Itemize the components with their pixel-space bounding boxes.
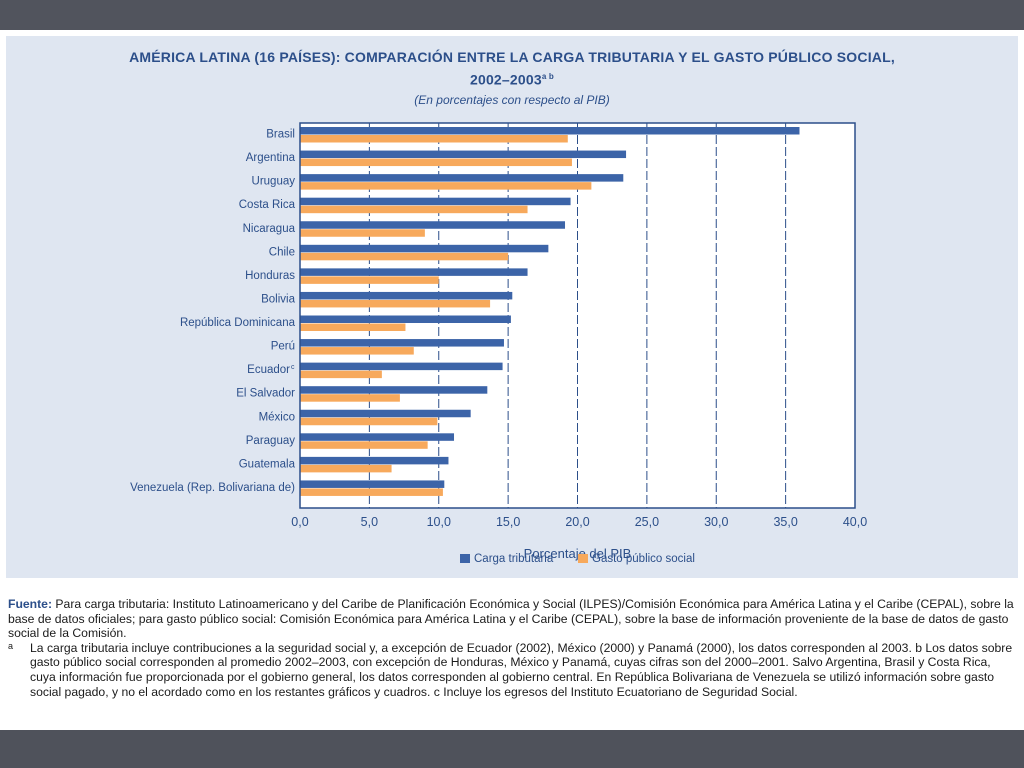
category-label: Nicaragua <box>243 223 296 235</box>
bar-chart: Brasil Argentina Uruguay Costa Rica Nicaragu… <box>130 122 867 565</box>
x-tick-label: 20,0 <box>565 515 589 529</box>
bar-gasto <box>300 347 414 355</box>
footnote-mark: a <box>8 640 14 651</box>
bar-gasto <box>300 276 439 284</box>
x-tick-label: 15,0 <box>496 515 520 529</box>
source-notes: Fuente: Para carga tributaria: Instituto… <box>8 597 1016 699</box>
bar-gasto <box>300 488 443 496</box>
bar-gasto <box>300 205 528 214</box>
category-label: Perú <box>271 341 295 353</box>
chart-title-line2: 2002–2003a b <box>6 67 1018 90</box>
legend-label: Gasto público social <box>592 553 695 565</box>
x-tick-label: 0,0 <box>291 515 308 529</box>
chart-title-years: 2002–2003 <box>469 71 542 88</box>
chart-title-sup: a b <box>541 72 555 81</box>
legend-label: Carga tributaria <box>474 553 554 565</box>
footnote-text: La carga tributaria incluye contribucion… <box>30 640 1013 699</box>
bar-carga <box>300 339 504 347</box>
source-paragraph: Fuente: Para carga tributaria: Instituto… <box>8 597 1016 641</box>
bar-gasto <box>300 370 382 379</box>
bar-carga <box>300 362 503 371</box>
category-label: Uruguay <box>252 176 296 188</box>
legend-swatch <box>578 554 588 563</box>
bar-gasto <box>300 417 438 426</box>
bar-gasto <box>300 323 406 331</box>
x-tick-label: 30,0 <box>704 515 728 529</box>
category-sup: c <box>291 364 295 371</box>
bar-carga <box>300 386 488 394</box>
category-label: Costa Rica <box>239 199 296 211</box>
bar-carga <box>300 480 445 488</box>
bar-carga <box>300 409 471 418</box>
chart-title-line1: AMÉRICA LATINA (16 PAÍSES): COMPARACIÓN … <box>129 49 895 65</box>
category-label: Guatemala <box>239 458 296 470</box>
category-label: México <box>259 411 295 423</box>
slide: AMÉRICA LATINA (16 PAÍSES): COMPARACIÓN … <box>0 30 1024 730</box>
x-tick-label: 35,0 <box>773 515 797 529</box>
bar-gasto <box>300 441 428 449</box>
chart-title: AMÉRICA LATINA (16 PAÍSES): COMPARACIÓN … <box>6 48 1018 90</box>
bar-carga <box>300 268 528 276</box>
x-tick-label: 10,0 <box>427 515 451 529</box>
bar-carga <box>300 150 627 159</box>
category-label: Paraguay <box>246 435 295 447</box>
category-label: El Salvador <box>236 388 295 400</box>
bar-gasto <box>300 135 568 143</box>
bar-gasto <box>300 299 491 308</box>
bar-carga <box>300 221 566 229</box>
category-label: Brasil <box>266 129 295 141</box>
category-label: República Dominicana <box>180 317 296 329</box>
bar-gasto <box>300 229 425 237</box>
bar-carga <box>300 127 800 135</box>
bar-carga <box>300 244 549 253</box>
x-tick-label: 25,0 <box>635 515 659 529</box>
top-band <box>0 0 1024 30</box>
bar-gasto <box>300 394 400 402</box>
source-text: Para carga tributaria: Instituto Latinoa… <box>8 597 1014 641</box>
plot-frame <box>299 122 856 509</box>
category-label: Chile <box>269 246 295 258</box>
chart-subtitle: (En porcentajes con respecto al PIB) <box>414 93 610 107</box>
legend-swatch <box>460 554 470 563</box>
bar-gasto <box>300 158 572 167</box>
bar-gasto <box>300 252 509 261</box>
bar-gasto <box>300 464 392 473</box>
bottom-band <box>0 730 1024 768</box>
bar-carga <box>300 291 513 300</box>
chart-figure: AMÉRICA LATINA (16 PAÍSES): COMPARACIÓN … <box>6 36 1018 578</box>
x-tick-label: 40,0 <box>843 515 867 529</box>
bar-carga <box>300 456 449 465</box>
x-axis-label: Porcentaje del PIB <box>524 546 632 561</box>
bar-carga <box>300 174 624 182</box>
category-label: Venezuela (Rep. Bolivariana de) <box>130 482 295 494</box>
source-label: Fuente: <box>8 597 53 611</box>
bar-gasto <box>300 182 592 190</box>
category-label: Bolivia <box>261 293 295 305</box>
bar-carga <box>300 433 455 441</box>
bar-carga <box>300 315 511 323</box>
footnote-paragraph: a La carga tributaria incluye contribucio… <box>8 641 1016 699</box>
category-label: Honduras <box>245 270 295 282</box>
category-label: Ecuador <box>247 364 290 376</box>
category-label: Argentina <box>246 152 296 164</box>
x-tick-label: 5,0 <box>361 515 378 529</box>
bar-carga <box>300 197 571 206</box>
